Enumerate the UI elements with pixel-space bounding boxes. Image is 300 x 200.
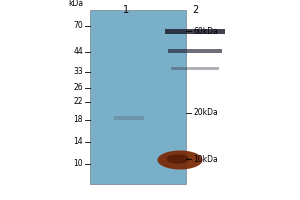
Text: 10: 10 [74, 160, 83, 168]
Text: 60kDa: 60kDa [193, 26, 218, 36]
Ellipse shape [167, 154, 189, 164]
Bar [168, 49, 222, 53]
Text: 20kDa: 20kDa [193, 108, 218, 117]
Text: kDa: kDa [68, 0, 83, 8]
Text: 26: 26 [74, 83, 83, 92]
Bar [171, 67, 219, 70]
Text: 22: 22 [74, 98, 83, 106]
Text: 33: 33 [73, 68, 83, 76]
Ellipse shape [158, 151, 202, 170]
Text: 2: 2 [192, 5, 198, 15]
Text: 70: 70 [73, 21, 83, 30]
Bar [114, 116, 144, 120]
Text: 18: 18 [74, 116, 83, 124]
Bar [165, 28, 225, 33]
Text: 10kDa: 10kDa [193, 154, 218, 164]
Text: 1: 1 [123, 5, 129, 15]
Bar [90, 10, 186, 184]
Text: 44: 44 [73, 47, 83, 56]
Text: 14: 14 [74, 138, 83, 146]
